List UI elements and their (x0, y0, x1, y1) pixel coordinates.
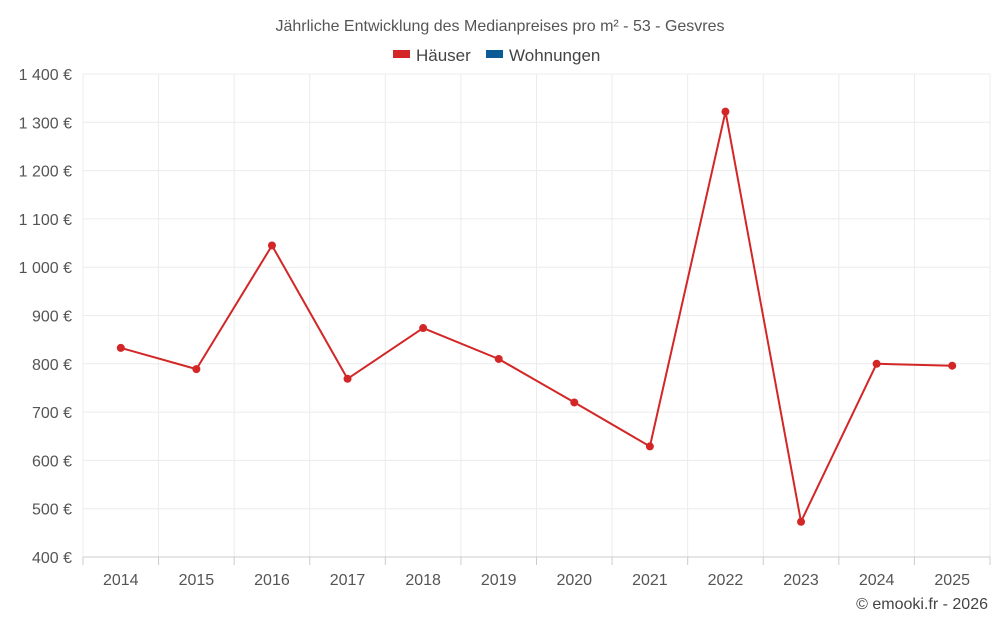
data-point (192, 365, 201, 374)
data-point (797, 517, 806, 526)
y-tick-label: 1 100 € (19, 212, 72, 229)
x-tick-label: 2014 (103, 572, 139, 589)
data-point (948, 361, 957, 370)
x-axis: 2014 2015 2016 2017 2018 2019 2020 2021 2022 2023… (82, 556, 991, 589)
y-tick-label: 1 400 € (19, 67, 72, 84)
data-point (116, 343, 125, 352)
series-layer (116, 107, 957, 526)
y-tick-label: 400 € (32, 550, 72, 567)
x-tick-label: 2018 (405, 572, 441, 589)
x-tick-label: 2020 (556, 572, 592, 589)
y-tick-label: 500 € (32, 502, 72, 519)
legend-label: Häuser (416, 46, 471, 65)
data-point (419, 324, 428, 333)
y-tick-label: 800 € (32, 357, 72, 374)
y-tick-label: 1 200 € (19, 164, 72, 181)
x-tick-label: 2017 (330, 572, 366, 589)
series-line (120, 110, 953, 523)
legend-swatch (486, 50, 503, 58)
data-point (343, 374, 352, 383)
data-point (494, 354, 503, 363)
data-point (721, 107, 730, 116)
x-tick-label: 2024 (859, 572, 895, 589)
data-point (872, 359, 881, 368)
grid (82, 73, 991, 557)
data-point (645, 442, 654, 451)
y-tick-label: 600 € (32, 453, 72, 470)
legend: Häuser Wohnungen (393, 46, 600, 65)
x-tick-label: 2023 (783, 572, 819, 589)
x-tick-label: 2016 (254, 572, 290, 589)
x-tick-label: 2021 (632, 572, 668, 589)
x-tick-label: 2025 (934, 572, 970, 589)
legend-label: Wohnungen (509, 46, 600, 65)
data-point (267, 241, 276, 250)
y-tick-label: 1 000 € (19, 260, 72, 277)
chart-title: Jährliche Entwicklung des Medianpreises … (275, 18, 724, 35)
y-axis: 400 € 500 € 600 € 700 € 800 € 900 € 1 000 € 1 1… (19, 67, 72, 567)
x-tick-label: 2015 (179, 572, 215, 589)
x-tick-label: 2022 (708, 572, 744, 589)
y-tick-label: 700 € (32, 405, 72, 422)
y-tick-label: 900 € (32, 309, 72, 326)
y-tick-label: 1 300 € (19, 115, 72, 132)
data-point (570, 398, 579, 407)
x-tick-label: 2019 (481, 572, 517, 589)
credit-text: © emooki.fr - 2026 (856, 596, 988, 613)
legend-swatch (393, 50, 410, 58)
